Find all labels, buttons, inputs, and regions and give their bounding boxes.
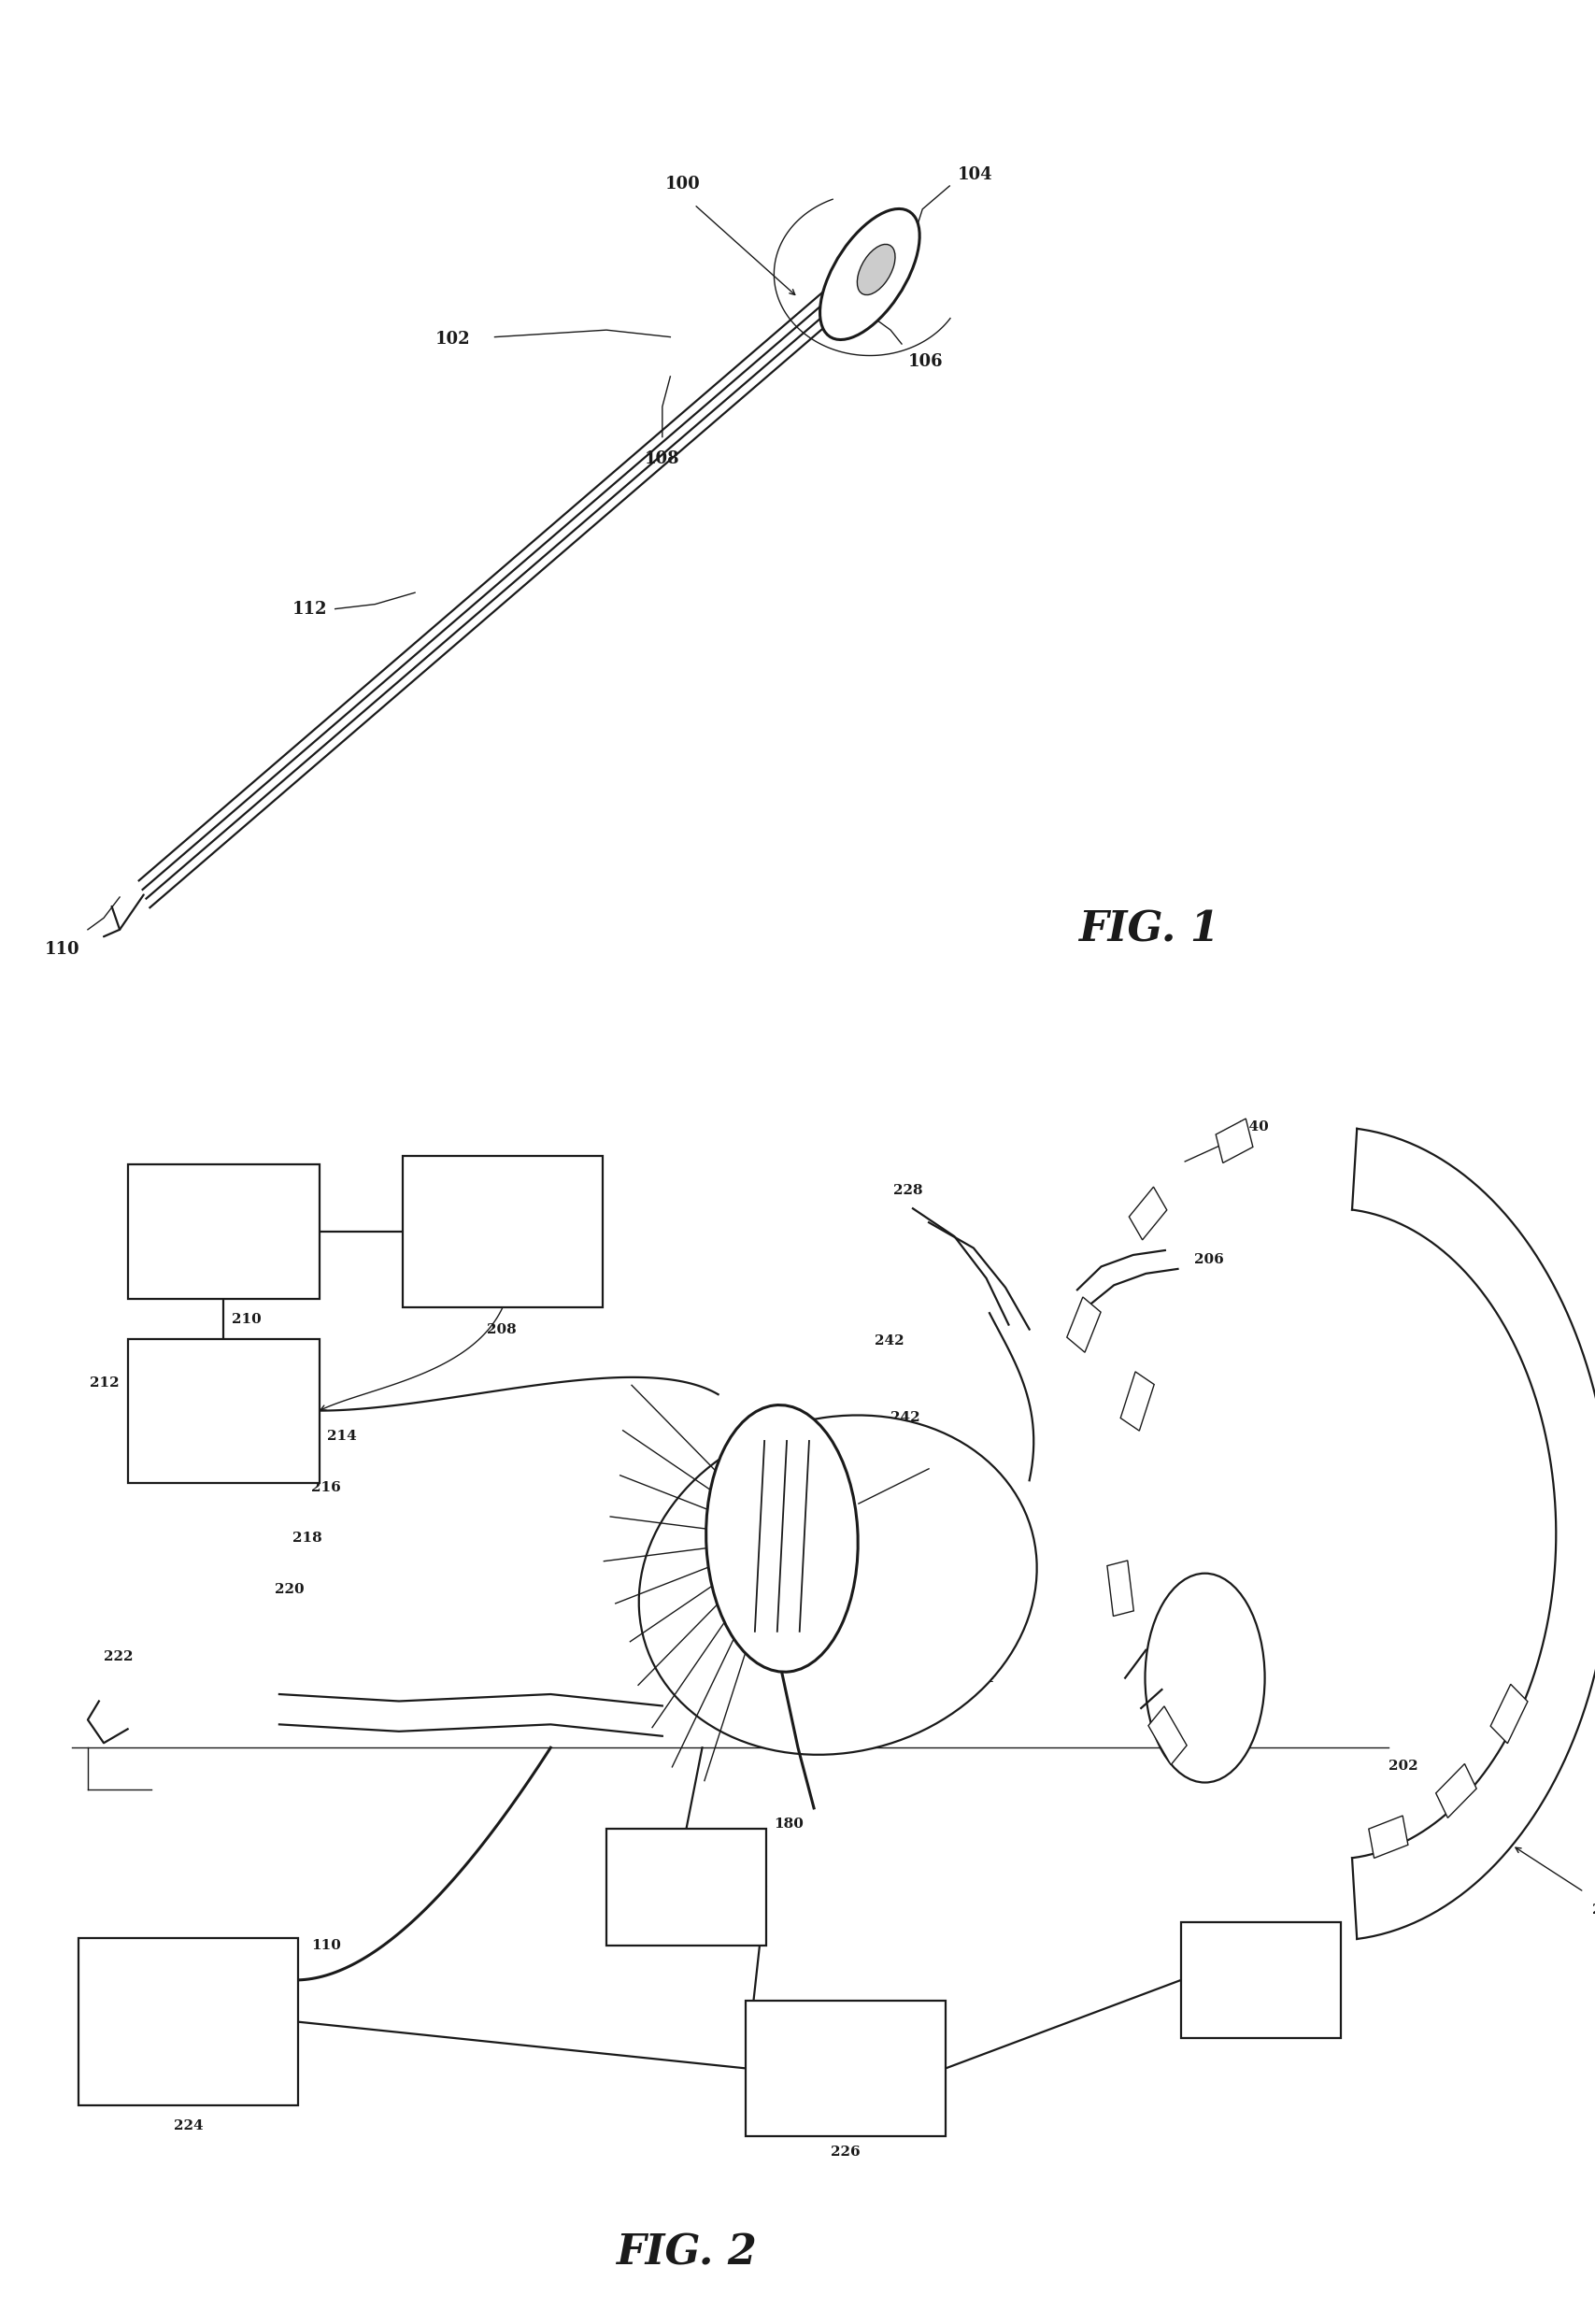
Text: 216: 216: [311, 1480, 341, 1494]
Bar: [402, 1157, 603, 1306]
Bar: [78, 1938, 298, 2106]
Text: 200: 200: [1590, 1903, 1595, 1917]
Polygon shape: [1369, 1815, 1407, 1859]
Polygon shape: [1120, 1371, 1153, 1432]
Text: 230: 230: [671, 1880, 700, 1894]
Ellipse shape: [820, 209, 919, 339]
Bar: [1180, 1922, 1340, 2038]
Text: FIG. 1: FIG. 1: [1078, 909, 1219, 951]
Text: Generator: Generator: [472, 1253, 533, 1264]
Ellipse shape: [1145, 1573, 1263, 1783]
Text: 242: 242: [901, 1492, 931, 1506]
Text: 242: 242: [890, 1411, 920, 1425]
Ellipse shape: [857, 244, 895, 295]
Text: Instrument: Instrument: [155, 1994, 222, 2006]
Polygon shape: [1215, 1118, 1252, 1162]
Text: 212: 212: [89, 1376, 120, 1390]
Ellipse shape: [705, 1406, 858, 1671]
Text: 108: 108: [644, 451, 679, 467]
Text: 218: 218: [292, 1532, 322, 1545]
Bar: [128, 1164, 319, 1299]
Text: 112: 112: [292, 600, 327, 618]
Text: 242: 242: [874, 1334, 904, 1348]
Polygon shape: [1148, 1706, 1187, 1764]
Text: 222: 222: [104, 1650, 132, 1664]
Text: 240: 240: [1239, 1120, 1268, 1134]
Polygon shape: [1107, 1559, 1132, 1615]
Text: 110: 110: [45, 941, 80, 957]
Text: 224: 224: [174, 2119, 203, 2133]
Text: Amplifier: Amplifier: [196, 1404, 250, 1418]
Text: 244: 244: [963, 1671, 994, 1685]
Bar: [128, 1339, 319, 1483]
Text: 226: 226: [831, 2145, 860, 2159]
Text: 244: 244: [925, 1608, 955, 1622]
Text: 220: 220: [274, 1583, 305, 1597]
Text: Module: Module: [166, 2045, 211, 2059]
Polygon shape: [1351, 1129, 1595, 1938]
Text: 206: 206: [1193, 1253, 1223, 1267]
Text: 110: 110: [311, 1938, 341, 1952]
Polygon shape: [1128, 1188, 1166, 1241]
Text: 244: 244: [944, 1638, 975, 1652]
Text: 228: 228: [893, 1183, 924, 1197]
Text: 100: 100: [665, 177, 700, 193]
Polygon shape: [1490, 1685, 1526, 1743]
Polygon shape: [1065, 1297, 1101, 1353]
Bar: [746, 2001, 944, 2136]
Ellipse shape: [638, 1415, 1037, 1755]
Text: Computer: Computer: [193, 1225, 254, 1239]
Text: 202: 202: [1388, 1759, 1418, 1773]
Text: 106: 106: [908, 353, 943, 370]
Text: 104: 104: [957, 167, 992, 184]
Polygon shape: [1436, 1764, 1475, 1817]
Text: FIG. 2: FIG. 2: [616, 2233, 756, 2273]
Text: 232: 232: [1246, 1973, 1274, 1987]
Text: 208: 208: [486, 1325, 517, 1336]
Text: Computer: Computer: [815, 2061, 876, 2075]
Bar: [606, 1829, 766, 1945]
Text: 180: 180: [774, 1817, 804, 1831]
Text: Signal: Signal: [483, 1206, 522, 1218]
Text: 214: 214: [327, 1429, 357, 1443]
Text: 204: 204: [931, 1450, 962, 1464]
Text: 102: 102: [435, 330, 471, 349]
Text: 210: 210: [231, 1313, 262, 1327]
